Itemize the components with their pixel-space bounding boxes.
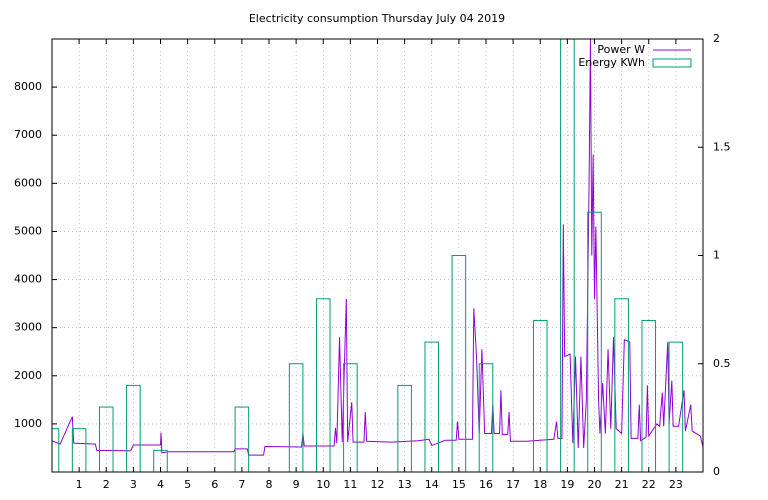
energy-bar xyxy=(71,428,87,472)
energy-bar xyxy=(451,255,467,472)
y2-tick-label: 1.5 xyxy=(713,140,731,153)
x-tick-label: 3 xyxy=(130,478,137,491)
x-tick-label: 20 xyxy=(588,478,602,491)
energy-bar xyxy=(288,363,304,472)
y-tick-label: 7000 xyxy=(14,128,42,141)
legend-label: Energy KWh xyxy=(578,56,645,69)
y2-tick-label: 0 xyxy=(713,465,720,478)
x-tick-label: 19 xyxy=(560,478,574,491)
y-tick-label: 2000 xyxy=(14,369,42,382)
energy-bar xyxy=(641,319,657,472)
x-tick-label: 13 xyxy=(398,478,412,491)
axes: 1 2 3 4 5 6 7 8 9 10 11 12 13 14 15 16 17 18 19 20 21 22 23100… xyxy=(14,32,731,491)
x-tick-label: 14 xyxy=(425,478,439,491)
x-tick-label: 6 xyxy=(211,478,218,491)
energy-bar xyxy=(153,449,168,472)
energy-bar xyxy=(532,319,548,472)
x-tick-label: 9 xyxy=(293,478,300,491)
y-tick-label: 1000 xyxy=(14,417,42,430)
x-tick-label: 17 xyxy=(506,478,520,491)
power-line xyxy=(52,39,703,456)
x-tick-label: 22 xyxy=(642,478,656,491)
x-tick-label: 10 xyxy=(316,478,330,491)
y2-tick-label: 1 xyxy=(713,249,720,262)
chart-title: Electricity consumption Thursday July 04… xyxy=(249,12,505,25)
x-tick-label: 4 xyxy=(157,478,164,491)
y-tick-label: 8000 xyxy=(14,80,42,93)
legend-label: Power W xyxy=(597,43,645,56)
y2-tick-label: 0.5 xyxy=(713,357,731,370)
x-tick-label: 12 xyxy=(371,478,385,491)
y2-tick-label: 2 xyxy=(713,32,720,45)
x-tick-label: 11 xyxy=(343,478,357,491)
y-tick-label: 5000 xyxy=(14,224,42,237)
x-tick-label: 16 xyxy=(479,478,493,491)
energy-bar xyxy=(343,363,358,472)
x-tick-label: 8 xyxy=(266,478,273,491)
energy-bar xyxy=(52,428,60,472)
energy-bar xyxy=(424,341,440,472)
x-tick-label: 5 xyxy=(184,478,191,491)
y-tick-label: 3000 xyxy=(14,321,42,334)
energy-bar xyxy=(668,341,684,472)
x-tick-label: 2 xyxy=(103,478,110,491)
energy-bar xyxy=(478,363,494,472)
x-tick-label: 23 xyxy=(669,478,683,491)
y-tick-label: 4000 xyxy=(14,273,42,286)
x-tick-label: 15 xyxy=(452,478,466,491)
x-tick-label: 18 xyxy=(533,478,547,491)
x-tick-label: 7 xyxy=(238,478,245,491)
legend-swatch xyxy=(652,58,692,68)
y-tick-label: 6000 xyxy=(14,176,42,189)
grid xyxy=(52,39,703,472)
x-tick-label: 21 xyxy=(615,478,629,491)
x-tick-label: 1 xyxy=(76,478,83,491)
